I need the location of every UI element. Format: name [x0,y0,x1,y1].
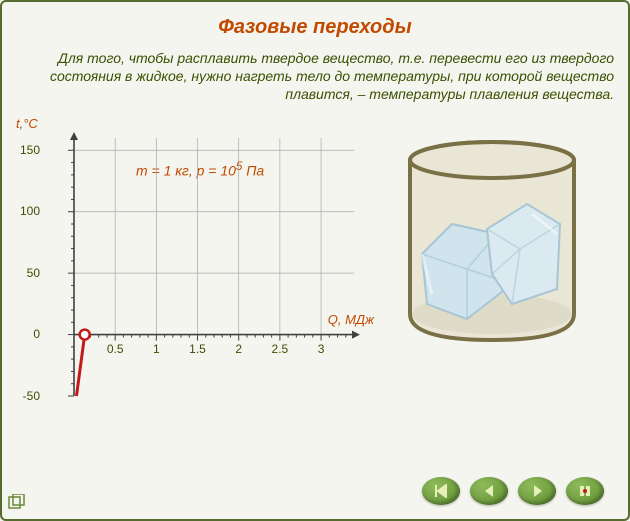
first-icon [433,484,449,498]
copy-icon [8,494,26,513]
x-tick-label: 2.5 [266,342,294,356]
play-button[interactable] [518,477,556,505]
prev-button[interactable] [470,477,508,505]
beaker-illustration [392,134,592,359]
description-text: Для того, чтобы расплавить твердое вещес… [14,49,616,108]
y-tick-label: 0 [16,327,40,341]
y-tick-label: 150 [16,143,40,157]
prev-icon [481,484,497,498]
playback-controls [422,477,604,505]
x-tick-label: 3 [307,342,335,356]
x-tick-label: 1 [142,342,170,356]
phase-chart: t,°C Q, МДж m = 1 кг, p = 105 Па 1501005… [16,116,376,416]
play-icon [529,484,545,498]
page-title: Фазовые переходы [14,16,616,39]
first-button[interactable] [422,477,460,505]
x-tick-label: 0.5 [101,342,129,356]
y-tick-label: 100 [16,204,40,218]
y-tick-label: -50 [16,389,40,403]
record-icon [577,484,593,498]
chart-canvas [46,130,366,410]
x-tick-label: 2 [225,342,253,356]
record-button[interactable] [566,477,604,505]
y-axis-label: t,°C [16,116,38,131]
y-tick-label: 50 [16,266,40,280]
x-tick-label: 1.5 [184,342,212,356]
